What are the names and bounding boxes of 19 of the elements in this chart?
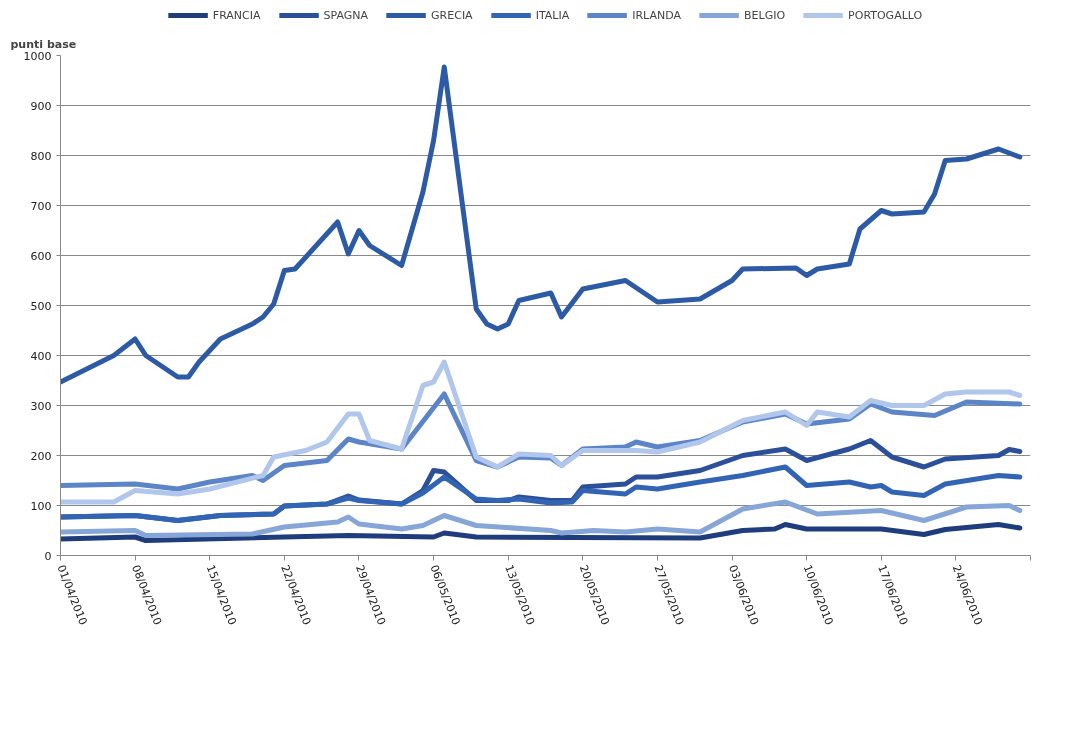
- y-tick-label: 1000: [23, 49, 52, 63]
- legend-label: ITALIA: [535, 8, 570, 22]
- y-tick-label: 600: [30, 249, 52, 263]
- y-axis-title: punti base: [10, 37, 77, 51]
- y-tick-label: 300: [30, 399, 52, 413]
- legend-label: IRLANDA: [632, 8, 682, 22]
- y-tick-label: 400: [30, 349, 52, 363]
- y-tick-label: 700: [30, 199, 52, 213]
- legend-label: SPAGNA: [323, 8, 369, 22]
- y-tick-label: 200: [30, 449, 52, 463]
- y-tick-label: 0: [44, 549, 52, 563]
- y-tick-label: 800: [30, 149, 52, 163]
- y-tick-label: 500: [30, 299, 52, 313]
- legend-label: FRANCIA: [212, 8, 261, 22]
- legend-label: PORTOGALLO: [848, 8, 923, 22]
- legend-label: BELGIO: [744, 8, 786, 22]
- legend-label: GRECIA: [431, 8, 473, 22]
- y-tick-label: 900: [30, 99, 52, 113]
- y-tick-label: 100: [30, 499, 52, 513]
